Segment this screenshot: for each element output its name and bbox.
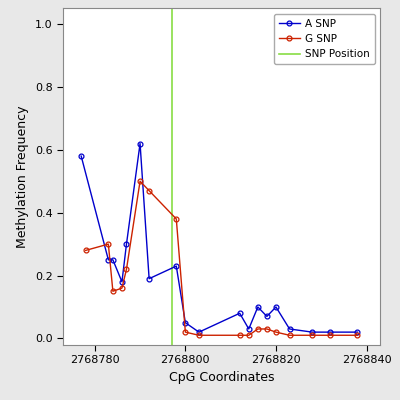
- G SNP: [120, 286, 124, 290]
- Legend: A SNP, G SNP, SNP Position: A SNP, G SNP, SNP Position: [274, 14, 375, 64]
- A SNP: [246, 326, 251, 331]
- A SNP: [328, 330, 333, 334]
- G SNP: [183, 330, 188, 334]
- G SNP: [274, 330, 278, 334]
- A SNP: [79, 154, 84, 158]
- A SNP: [147, 276, 152, 281]
- A SNP: [264, 314, 269, 319]
- A SNP: [124, 242, 129, 246]
- G SNP: [355, 333, 360, 338]
- A SNP: [106, 258, 111, 262]
- G SNP: [237, 333, 242, 338]
- G SNP: [174, 216, 179, 221]
- G SNP: [328, 333, 333, 338]
- A SNP: [310, 330, 314, 334]
- G SNP: [124, 267, 129, 272]
- X-axis label: CpG Coordinates: CpG Coordinates: [169, 371, 274, 384]
- Line: G SNP: G SNP: [83, 179, 360, 338]
- G SNP: [138, 179, 142, 184]
- A SNP: [237, 311, 242, 316]
- A SNP: [287, 326, 292, 331]
- G SNP: [106, 242, 111, 246]
- A SNP: [120, 280, 124, 284]
- G SNP: [287, 333, 292, 338]
- G SNP: [310, 333, 314, 338]
- G SNP: [83, 248, 88, 253]
- G SNP: [196, 333, 201, 338]
- Y-axis label: Methylation Frequency: Methylation Frequency: [16, 105, 29, 248]
- A SNP: [174, 264, 179, 268]
- A SNP: [183, 320, 188, 325]
- A SNP: [274, 304, 278, 309]
- A SNP: [196, 330, 201, 334]
- Line: A SNP: A SNP: [79, 141, 360, 334]
- G SNP: [147, 188, 152, 193]
- A SNP: [355, 330, 360, 334]
- G SNP: [110, 289, 115, 294]
- A SNP: [110, 258, 115, 262]
- G SNP: [246, 333, 251, 338]
- G SNP: [264, 326, 269, 331]
- A SNP: [138, 141, 142, 146]
- G SNP: [256, 326, 260, 331]
- A SNP: [256, 304, 260, 309]
